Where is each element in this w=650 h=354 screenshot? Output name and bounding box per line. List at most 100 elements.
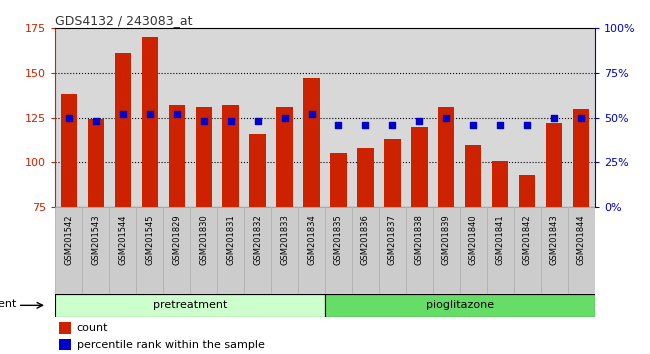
Point	[576, 115, 586, 120]
Point	[333, 122, 344, 128]
Bar	[568, 207, 595, 294]
Text: percentile rank within the sample: percentile rank within the sample	[77, 340, 265, 350]
Bar	[271, 207, 298, 294]
Text: GSM201829: GSM201829	[172, 214, 181, 265]
Bar	[114, 53, 131, 207]
Point	[90, 119, 101, 124]
Bar	[546, 123, 562, 207]
Text: GSM201839: GSM201839	[442, 214, 451, 265]
Text: GSM201836: GSM201836	[361, 214, 370, 265]
Bar	[304, 78, 320, 207]
Text: GSM201843: GSM201843	[550, 214, 559, 265]
Bar	[325, 207, 352, 294]
Point	[198, 119, 209, 124]
Bar	[298, 207, 325, 294]
Bar	[406, 207, 433, 294]
Text: GSM201835: GSM201835	[334, 214, 343, 265]
Text: agent: agent	[0, 299, 17, 309]
Text: GSM201832: GSM201832	[253, 214, 262, 265]
Point	[414, 119, 424, 124]
Bar	[109, 207, 136, 294]
Point	[522, 122, 532, 128]
Bar	[384, 139, 400, 207]
Bar	[514, 207, 541, 294]
Bar	[352, 207, 379, 294]
Bar	[55, 294, 325, 317]
Bar	[217, 207, 244, 294]
Bar	[244, 207, 271, 294]
Text: GSM201544: GSM201544	[118, 214, 127, 264]
Bar	[136, 207, 163, 294]
Bar	[163, 207, 190, 294]
Point	[549, 115, 560, 120]
Bar	[330, 153, 346, 207]
Bar	[109, 207, 136, 294]
Bar	[59, 339, 71, 350]
Bar	[325, 207, 352, 294]
Bar	[250, 134, 266, 207]
Bar	[541, 207, 568, 294]
Point	[64, 115, 74, 120]
Bar	[168, 105, 185, 207]
Text: GSM201840: GSM201840	[469, 214, 478, 265]
Point	[441, 115, 452, 120]
Text: GSM201545: GSM201545	[145, 214, 154, 264]
Bar	[519, 175, 536, 207]
Bar	[541, 207, 568, 294]
Bar	[82, 207, 109, 294]
Text: GSM201833: GSM201833	[280, 214, 289, 265]
Point	[118, 111, 128, 117]
Bar	[298, 207, 325, 294]
Text: GSM201830: GSM201830	[199, 214, 208, 265]
Bar	[465, 144, 482, 207]
Bar	[411, 127, 428, 207]
Text: pretreatment: pretreatment	[153, 300, 228, 310]
Text: pioglitazone: pioglitazone	[426, 300, 494, 310]
Point	[280, 115, 290, 120]
Bar	[460, 207, 487, 294]
Point	[360, 122, 370, 128]
Bar	[271, 207, 298, 294]
Bar	[60, 95, 77, 207]
Bar	[492, 161, 508, 207]
Text: GDS4132 / 243083_at: GDS4132 / 243083_at	[55, 14, 193, 27]
Bar	[487, 207, 514, 294]
Bar	[438, 107, 454, 207]
Bar	[190, 207, 217, 294]
Bar	[433, 207, 460, 294]
Bar	[433, 207, 460, 294]
Point	[306, 111, 317, 117]
Text: GSM201837: GSM201837	[388, 214, 397, 265]
Bar	[325, 294, 595, 317]
Bar	[276, 107, 292, 207]
Point	[144, 111, 155, 117]
Text: GSM201844: GSM201844	[577, 214, 586, 265]
Bar	[460, 207, 487, 294]
Bar	[59, 322, 71, 333]
Point	[226, 119, 236, 124]
Bar	[163, 207, 190, 294]
Bar	[88, 120, 104, 207]
Text: GSM201838: GSM201838	[415, 214, 424, 265]
Text: GSM201834: GSM201834	[307, 214, 316, 265]
Bar	[406, 207, 433, 294]
Bar	[196, 107, 212, 207]
Bar	[244, 207, 271, 294]
Point	[172, 111, 182, 117]
Bar	[379, 207, 406, 294]
Bar	[568, 207, 595, 294]
Bar	[55, 207, 83, 294]
Bar	[352, 207, 379, 294]
Text: GSM201543: GSM201543	[91, 214, 100, 265]
Bar	[514, 207, 541, 294]
Text: GSM201841: GSM201841	[496, 214, 505, 265]
Point	[387, 122, 398, 128]
Bar	[379, 207, 406, 294]
Bar	[136, 207, 163, 294]
Point	[495, 122, 506, 128]
Bar	[82, 207, 109, 294]
Bar	[217, 207, 244, 294]
Bar	[142, 37, 158, 207]
Bar	[190, 207, 217, 294]
Text: GSM201842: GSM201842	[523, 214, 532, 265]
